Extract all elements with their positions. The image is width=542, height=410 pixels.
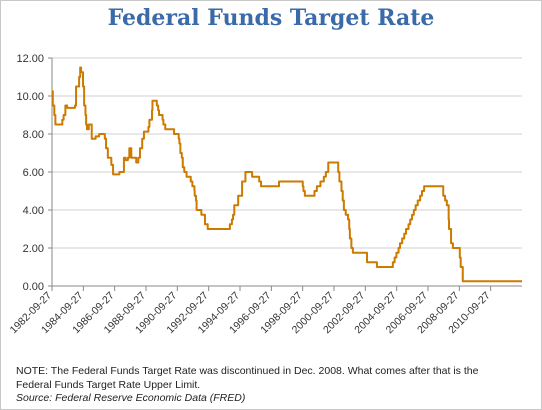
y-tick-label: 2.00 xyxy=(23,243,44,255)
y-tick-label: 10.00 xyxy=(16,91,44,103)
y-tick-label: 6.00 xyxy=(23,167,44,179)
y-tick-label: 4.00 xyxy=(23,205,44,217)
source-citation: Source: Federal Reserve Economic Data (F… xyxy=(16,392,246,404)
series-group xyxy=(51,66,522,283)
chart-title: Federal Funds Target Rate xyxy=(107,5,435,31)
x-axis-ticks: 1982-09-271984-09-271986-09-271988-09-27… xyxy=(8,286,493,336)
y-axis-ticks: 0.00 2.00 4.00 6.00 8.00 10.00 12.00 xyxy=(16,53,52,293)
series-line xyxy=(51,66,522,283)
footnote: NOTE: The Federal Funds Target Rate was … xyxy=(16,365,479,391)
y-tick-label: 8.00 xyxy=(23,129,44,141)
y-tick-label: 0.00 xyxy=(23,281,44,293)
grid-lines xyxy=(52,57,522,287)
y-tick-label: 12.00 xyxy=(16,53,44,65)
